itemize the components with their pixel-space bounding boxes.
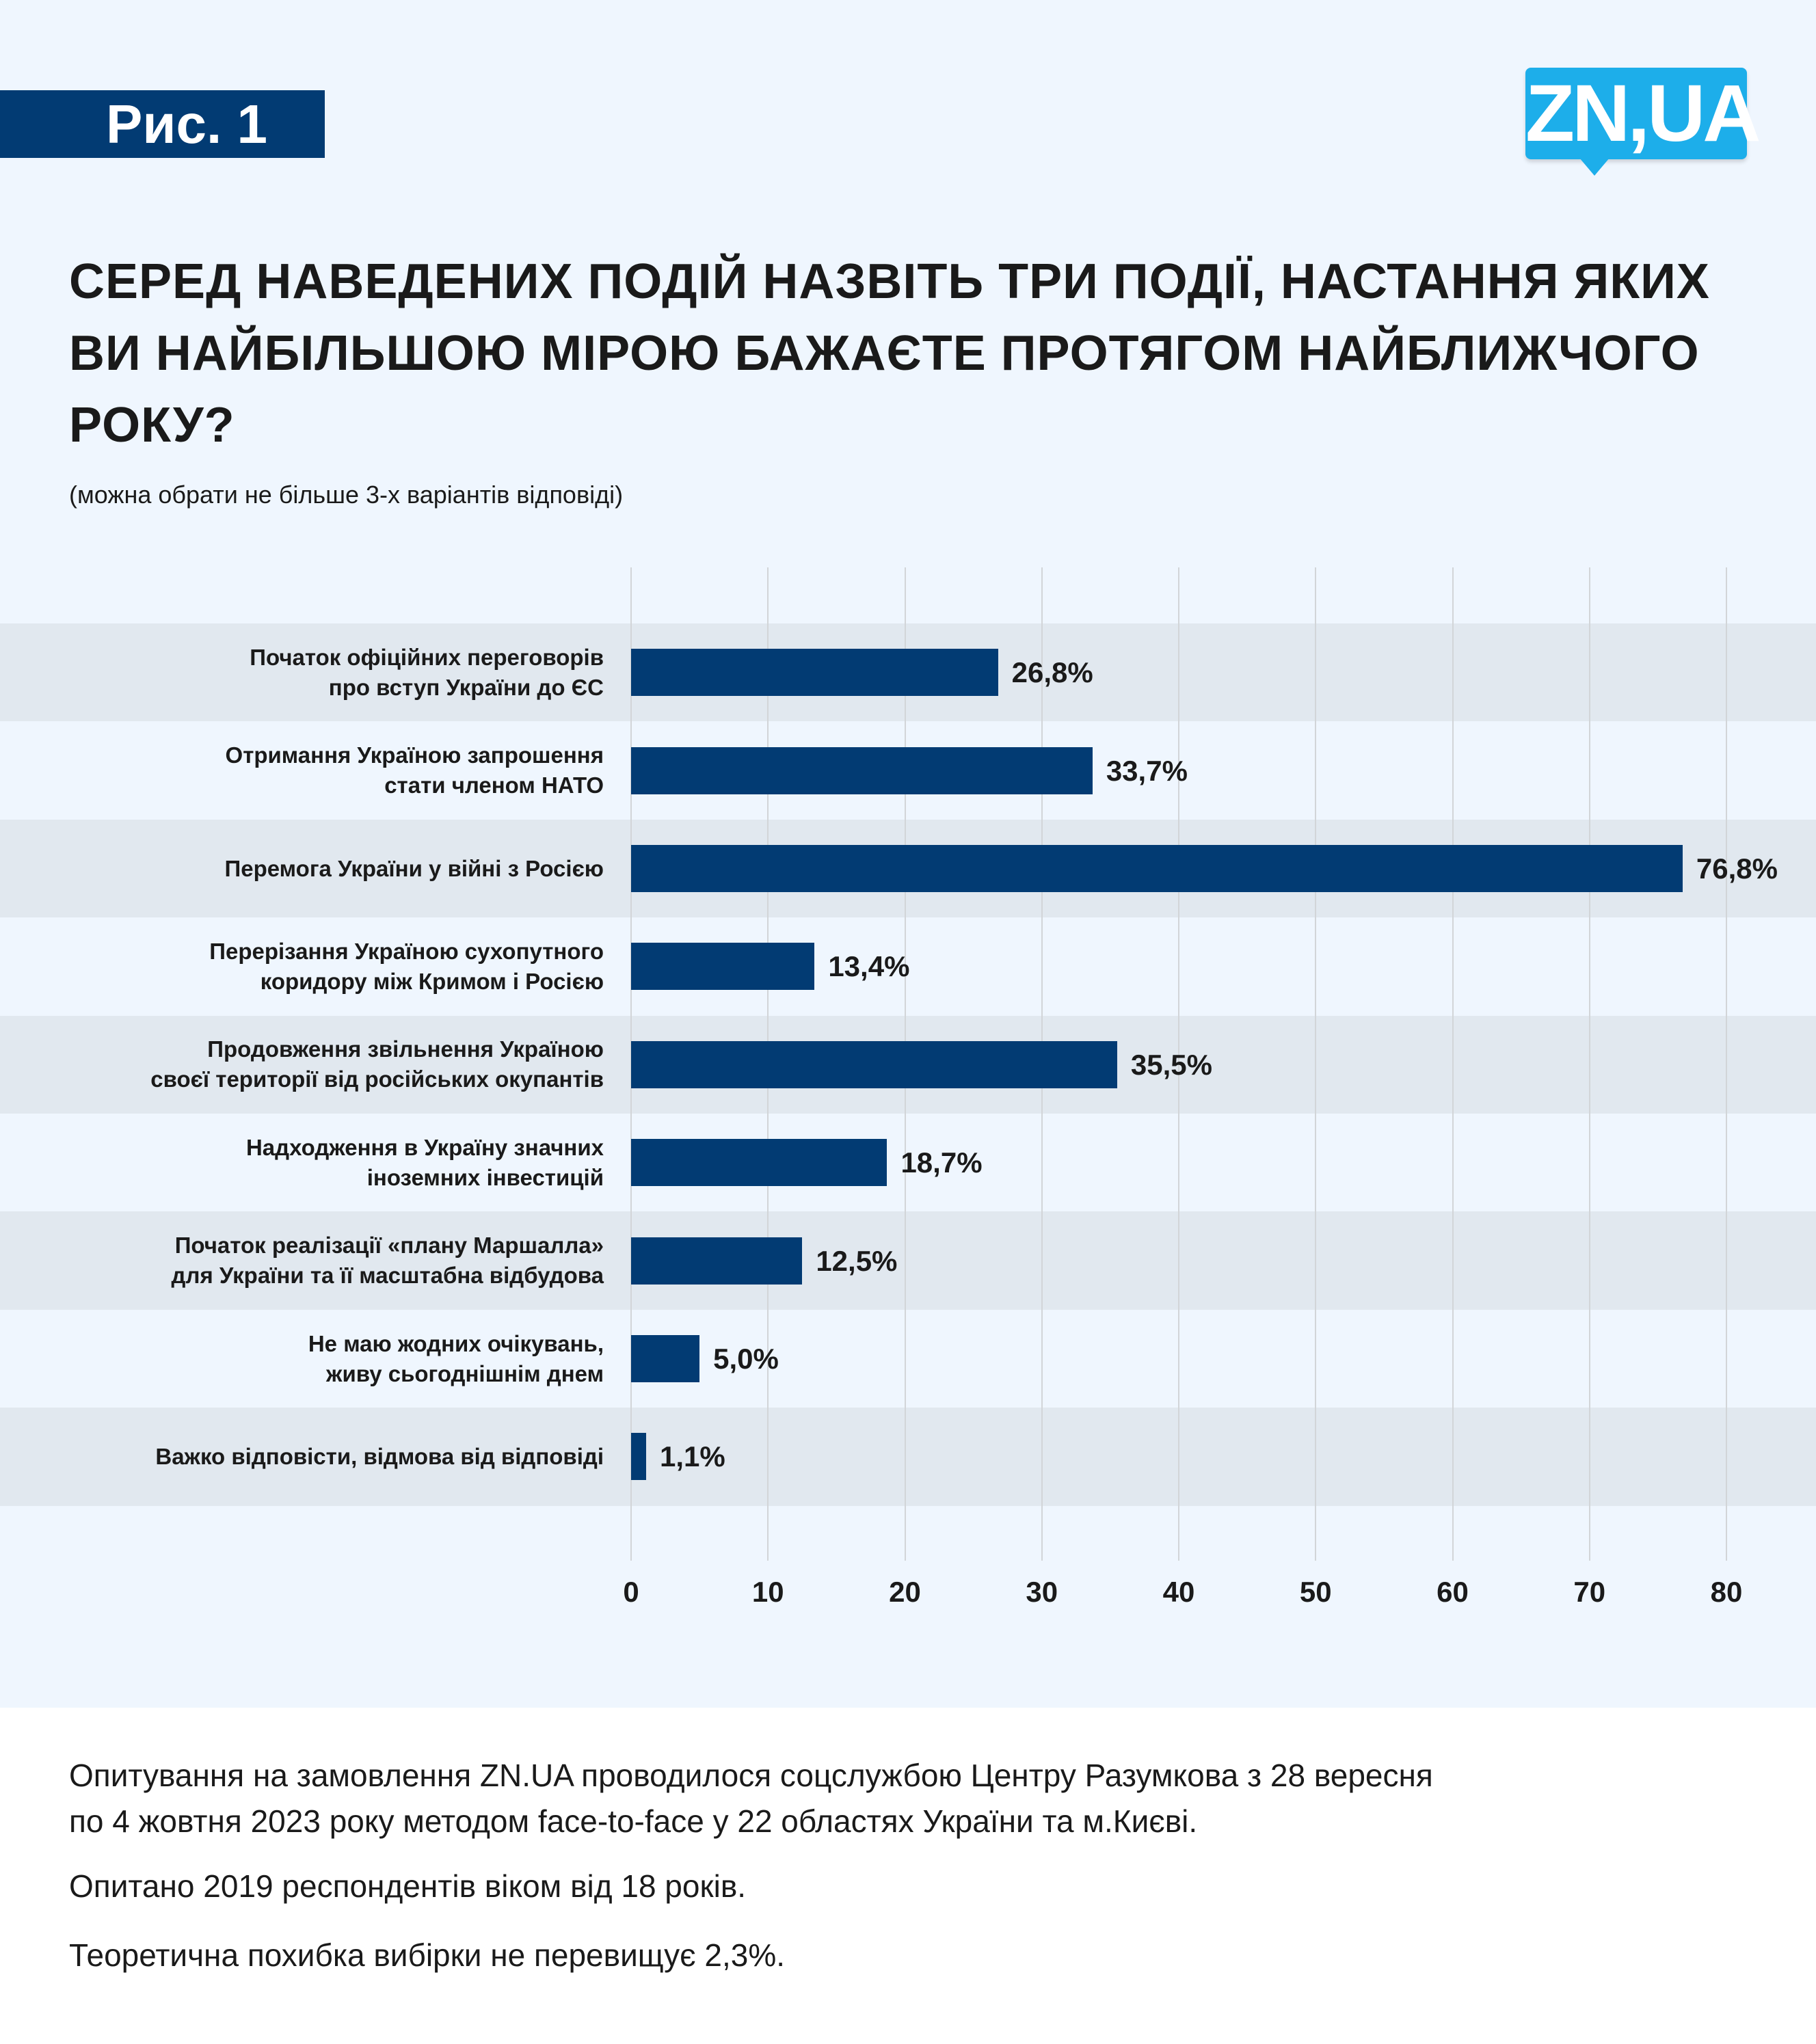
footer-line: по 4 жовтня 2023 року методом face-to-fa… — [69, 1803, 1198, 1839]
value-label: 5,0% — [713, 1343, 779, 1375]
x-tick-label: 80 — [1710, 1576, 1743, 1608]
value-label: 33,7% — [1106, 754, 1188, 787]
category-label: Початок реалізації «плану Маршалла» для … — [171, 1233, 604, 1289]
category-label: Отримання Україною запрошення стати член… — [225, 742, 604, 798]
footer-line: Опитування на замовлення ZN.UA проводило… — [69, 1758, 1433, 1793]
x-tick-label: 70 — [1573, 1576, 1606, 1608]
gridline — [1178, 567, 1179, 1561]
category-label: Надходження в Україну значних іноземних … — [245, 1134, 604, 1190]
value-label: 26,8% — [1011, 656, 1093, 689]
row-band-shaded — [0, 1408, 1816, 1506]
value-label: 18,7% — [900, 1146, 983, 1179]
bar — [631, 1335, 700, 1382]
bar — [631, 845, 1683, 892]
category-label: Не маю жодних очікувань, живу сьогоднішн… — [308, 1330, 604, 1386]
bar — [631, 747, 1093, 794]
gridline — [1452, 567, 1454, 1561]
bar-chart: 0 10 20 30 40 50 60 70 80 Початок офіційних перег… — [0, 567, 1816, 1608]
logo-speech-tail — [1579, 158, 1610, 176]
value-label: 12,5% — [816, 1244, 898, 1277]
category-label: Перерізання Україною сухопутного коридор… — [209, 938, 604, 994]
bar — [631, 943, 815, 991]
chart-title: СЕРЕД НАВЕДЕНИХ ПОДІЙ НАЗВІТЬ ТРИ ПОДІЇ,… — [69, 254, 1710, 453]
bar — [631, 1237, 803, 1285]
category-label: Важко відповісти, відмова від відповіді — [155, 1443, 604, 1469]
footer-line: Теоретична похибка вибірки не перевищує … — [69, 1937, 786, 1973]
row-band — [0, 1310, 1816, 1408]
gridline — [1315, 567, 1317, 1561]
value-label: 35,5% — [1130, 1048, 1212, 1081]
category-label: Початок офіційних переговорів про вступ … — [250, 644, 604, 700]
footer-line: Опитано 2019 респондентів віком від 18 р… — [69, 1868, 747, 1904]
x-tick-label: 10 — [751, 1576, 784, 1608]
bar — [631, 649, 998, 697]
category-label: Продовження звільнення Україною своєї те… — [150, 1036, 604, 1092]
x-tick-label: 50 — [1299, 1576, 1332, 1608]
x-tick-label: 40 — [1162, 1576, 1195, 1608]
x-tick-label: 60 — [1437, 1576, 1469, 1608]
chart-subtitle: (можна обрати не більше 3-х варіантів ві… — [69, 481, 624, 509]
bar — [631, 1040, 1117, 1088]
bar — [631, 1433, 647, 1481]
gridline — [1588, 567, 1590, 1561]
row-band-shaded — [0, 1211, 1816, 1310]
figure-label: Рис. 1 — [0, 90, 325, 158]
x-tick-label: 30 — [1026, 1576, 1058, 1608]
value-label: 1,1% — [660, 1440, 725, 1473]
value-label: 13,4% — [828, 950, 910, 983]
value-label: 76,8% — [1696, 852, 1778, 885]
bar — [631, 1139, 887, 1187]
category-label: Перемога України у війні з Росією — [224, 855, 604, 881]
zn-ua-logo: ZN,UA — [1525, 68, 1761, 159]
gridline — [1726, 567, 1727, 1561]
x-tick-label: 0 — [623, 1576, 639, 1608]
x-tick-label: 20 — [889, 1576, 921, 1608]
